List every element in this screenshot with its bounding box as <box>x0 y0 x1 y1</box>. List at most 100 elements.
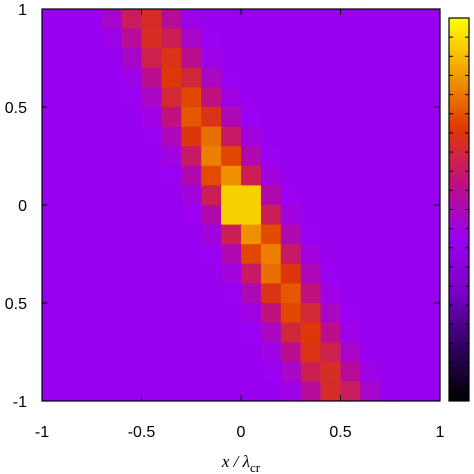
heatmap-cell <box>280 381 302 402</box>
heatmap-cell <box>101 87 122 108</box>
heatmap-cell <box>420 126 441 147</box>
heatmap-cell <box>380 48 401 69</box>
heatmap-cell <box>161 381 182 402</box>
heatmap-cell <box>380 303 401 323</box>
heatmap-cell <box>181 361 202 382</box>
heatmap-cell <box>121 381 142 402</box>
heatmap-cell <box>380 361 401 382</box>
heatmap-cell <box>42 146 63 167</box>
heatmap-cell <box>181 9 202 29</box>
heatmap-cell <box>241 381 262 402</box>
heatmap-cell <box>241 283 262 304</box>
heatmap-cell <box>161 185 182 206</box>
heatmap-cell <box>320 185 341 206</box>
heatmap-cell <box>400 67 421 88</box>
heatmap-cell <box>221 263 242 284</box>
heatmap-cell <box>161 322 182 343</box>
heatmap-cell <box>320 361 341 382</box>
heatmap-cell <box>280 263 302 284</box>
heatmap-cell <box>81 283 103 304</box>
heatmap-cell <box>340 303 361 323</box>
heatmap-cell <box>42 224 63 245</box>
heatmap-cell <box>121 185 142 206</box>
heatmap-cell <box>81 87 103 108</box>
heatmap-cell <box>360 67 381 88</box>
heatmap-cell <box>141 361 162 382</box>
x-tick-label: 0 <box>237 424 246 441</box>
heatmap-cell <box>241 28 262 49</box>
heatmap-cell <box>360 361 381 382</box>
y-tick-labels: 1 0.5 0 0.5 -1 <box>5 2 27 411</box>
heatmap-cell <box>420 342 441 363</box>
heatmap-cell <box>300 126 321 147</box>
heatmap-cell <box>260 107 282 127</box>
heatmap-cell <box>121 263 142 284</box>
heatmap-cell <box>380 107 401 127</box>
heatmap-cell <box>420 185 441 206</box>
heatmap-cell <box>260 185 282 206</box>
heatmap-cell <box>340 9 361 29</box>
heatmap-cell <box>181 263 202 284</box>
heatmap-cell <box>201 283 222 304</box>
axis-ticks <box>41 8 441 402</box>
heatmap-cell <box>380 224 401 245</box>
heatmap-cell <box>181 303 202 323</box>
heatmap-cell <box>280 185 302 206</box>
heatmap-cell <box>221 381 242 402</box>
heatmap-cells <box>42 9 441 402</box>
heatmap-cell <box>181 67 202 88</box>
heatmap-cell <box>360 283 381 304</box>
heatmap-cell <box>360 87 381 108</box>
heatmap-cell <box>280 165 302 186</box>
heatmap-cell <box>320 224 341 245</box>
heatmap-cell <box>260 244 282 265</box>
heatmap-cell <box>400 146 421 167</box>
heatmap-cell <box>260 87 282 108</box>
heatmap-cell <box>400 48 421 69</box>
heatmap-cell <box>181 165 202 186</box>
heatmap-cell <box>161 342 182 363</box>
heatmap-cell <box>420 9 441 29</box>
heatmap-cell <box>340 146 361 167</box>
y-tick-label: 0.5 <box>5 296 27 313</box>
heatmap-cell <box>42 185 63 206</box>
heatmap-cell <box>161 205 182 225</box>
heatmap-cell <box>241 87 262 108</box>
heatmap-cell <box>141 244 162 265</box>
heatmap-cell <box>340 67 361 88</box>
heatmap-cell <box>81 28 103 49</box>
heatmap-cell <box>141 381 162 402</box>
heatmap-cell <box>221 126 242 147</box>
heatmap-cell <box>61 342 83 363</box>
heatmap-cell <box>380 205 401 225</box>
heatmap-cell <box>420 107 441 127</box>
x-tick-label: -1 <box>35 424 49 441</box>
heatmap-cell <box>181 283 202 304</box>
heatmap-cell <box>340 283 361 304</box>
heatmap-cell <box>141 9 162 29</box>
heatmap-cell <box>360 381 381 402</box>
heatmap-cell <box>320 205 341 225</box>
heatmap-cell <box>201 48 222 69</box>
heatmap-cell <box>221 67 242 88</box>
heatmap-cell <box>61 244 83 265</box>
heatmap-cell <box>121 28 142 49</box>
heatmap-cell <box>81 48 103 69</box>
heatmap-cell <box>61 224 83 245</box>
heatmap-cell <box>400 322 421 343</box>
heatmap-cell <box>241 263 262 284</box>
heatmap-cell <box>280 342 302 363</box>
heatmap-cell <box>121 9 142 29</box>
heatmap-cell <box>161 224 182 245</box>
heatmap-cell <box>121 165 142 186</box>
heatmap-cell <box>360 224 381 245</box>
heatmap-cell <box>260 322 282 343</box>
heatmap-cell <box>360 322 381 343</box>
heatmap-cell <box>181 87 202 108</box>
heatmap-cell <box>420 67 441 88</box>
heatmap-cell <box>260 283 282 304</box>
heatmap-cell <box>181 28 202 49</box>
heatmap-cell <box>101 28 122 49</box>
heatmap-cell <box>81 303 103 323</box>
heatmap-cell <box>121 342 142 363</box>
